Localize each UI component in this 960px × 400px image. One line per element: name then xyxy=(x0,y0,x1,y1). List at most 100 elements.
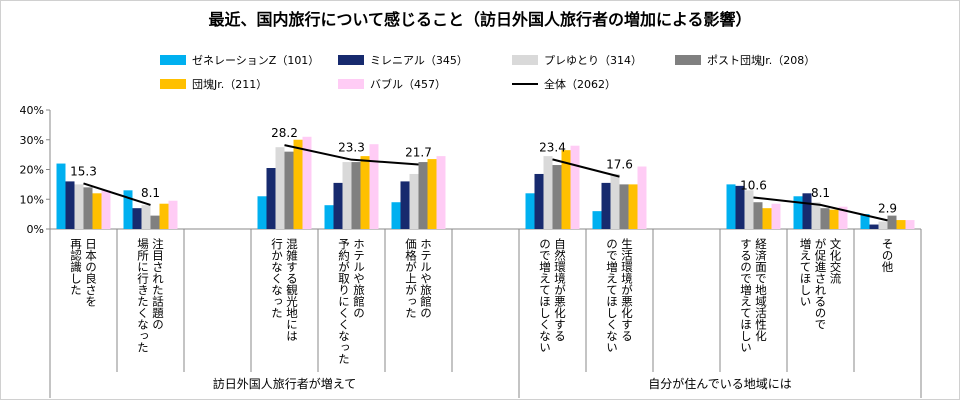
legend-label: 全体（2062） xyxy=(544,77,616,91)
x-tick-label: 文化交流 xyxy=(829,237,843,284)
bar xyxy=(333,182,343,229)
bar xyxy=(637,166,647,229)
bar xyxy=(543,156,553,229)
bar xyxy=(619,184,629,229)
x-tick-label: ホテルや旅館の xyxy=(419,238,433,319)
bar xyxy=(150,215,160,229)
bar xyxy=(552,165,562,229)
y-tick-label: 0% xyxy=(27,223,44,236)
bar xyxy=(427,159,437,229)
x-tick-label: 行かなくなった xyxy=(270,238,284,319)
legend-label: 団塊Jr.（211） xyxy=(192,78,267,91)
bar xyxy=(83,187,93,229)
bar xyxy=(342,162,352,229)
bar xyxy=(628,184,638,229)
bar xyxy=(896,220,906,229)
bar xyxy=(302,136,312,229)
x-tick-label: が促進されるので xyxy=(814,238,828,330)
bar xyxy=(284,151,294,229)
legend-swatch xyxy=(338,79,364,89)
bar xyxy=(771,203,781,229)
x-tick-label: ホテルや旅館の xyxy=(352,238,366,319)
bar xyxy=(735,185,745,229)
line xyxy=(753,196,888,222)
data-label: 21.7 xyxy=(405,145,432,159)
x-tick-label: 混雑する観光地には xyxy=(285,238,299,342)
legend-label: ミレニアル（345） xyxy=(370,54,468,67)
bar xyxy=(436,156,446,229)
group-label: 訪日外国人旅行者が増えて xyxy=(213,376,356,391)
bar xyxy=(869,224,879,229)
data-label: 8.1 xyxy=(811,186,830,200)
bar xyxy=(829,209,839,229)
data-label: 2.9 xyxy=(878,201,897,215)
legend-swatch xyxy=(160,79,186,89)
data-label: 23.3 xyxy=(338,141,365,155)
group-label: 自分が住んでいる地域には xyxy=(648,376,791,391)
bar xyxy=(74,184,84,229)
bar xyxy=(887,215,897,229)
bar xyxy=(418,162,428,229)
legend-swatch xyxy=(512,55,538,65)
chart-title: 最近、国内旅行について感じること（訪日外国人旅行者の増加による影響） xyxy=(208,10,751,29)
bar xyxy=(369,144,379,229)
data-label: 28.2 xyxy=(271,126,298,140)
bar xyxy=(820,208,830,229)
bar xyxy=(592,211,602,229)
legend-label: ゼネレーションZ（101） xyxy=(192,54,319,67)
y-tick-label: 10% xyxy=(20,193,44,206)
bar xyxy=(56,163,66,229)
bar xyxy=(275,147,285,229)
bar xyxy=(123,190,133,229)
bar xyxy=(601,182,611,229)
bar xyxy=(132,208,142,229)
bar xyxy=(168,200,178,229)
bar xyxy=(802,193,812,229)
legend-swatch xyxy=(675,55,701,65)
bar xyxy=(811,202,821,229)
line xyxy=(284,144,419,166)
legend-swatch xyxy=(160,55,186,65)
bar xyxy=(257,196,267,229)
legend-label: ポスト団塊Jr.（208） xyxy=(707,54,815,67)
x-tick-label: ので増えてほしくない xyxy=(605,238,619,353)
data-label: 10.6 xyxy=(740,178,767,192)
bar xyxy=(610,173,620,229)
data-label: 15.3 xyxy=(70,164,97,178)
y-tick-label: 40% xyxy=(20,104,44,117)
bar xyxy=(793,196,803,229)
x-tick-label: 生活環境が悪化する xyxy=(620,237,634,341)
x-tick-label: ので増えてほしくない xyxy=(538,238,552,353)
x-tick-label: 注目された話題の xyxy=(151,237,165,330)
line xyxy=(83,182,151,206)
bar xyxy=(860,214,870,229)
data-label: 23.4 xyxy=(539,140,566,154)
x-tick-label: 場所に行きたくなった xyxy=(136,238,150,353)
y-tick-label: 30% xyxy=(20,134,44,147)
bar xyxy=(762,208,772,229)
bar xyxy=(141,205,151,229)
bar xyxy=(905,220,915,229)
bar xyxy=(351,162,361,229)
bar xyxy=(534,173,544,229)
bar xyxy=(400,181,410,229)
bar xyxy=(409,173,419,229)
x-tick-label: 自然環境が悪化する xyxy=(553,238,567,342)
bar xyxy=(753,202,763,229)
bar xyxy=(838,206,848,229)
bar xyxy=(159,203,169,229)
x-tick-label: その他 xyxy=(881,238,895,273)
x-tick-label: 増えてほしい xyxy=(799,238,813,307)
x-tick-label: 経済面で地域活性化 xyxy=(754,238,768,342)
bar xyxy=(92,193,102,229)
bar xyxy=(570,145,580,229)
legend-swatch xyxy=(338,55,364,65)
data-label: 17.6 xyxy=(606,158,633,172)
bar xyxy=(101,190,111,229)
bar xyxy=(65,181,75,229)
bar xyxy=(525,193,535,229)
bar xyxy=(324,205,334,229)
x-tick-label: 日本の良さを xyxy=(84,238,98,307)
x-tick-label: するので増えてほしい xyxy=(739,238,753,353)
x-tick-label: 価格が上がった xyxy=(404,238,418,319)
